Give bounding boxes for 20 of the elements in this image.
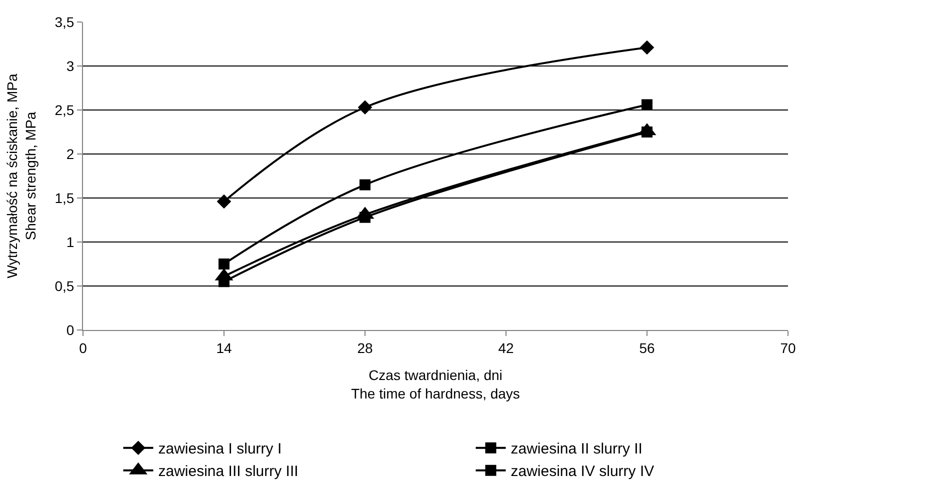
y-tick-label: 1	[66, 234, 74, 250]
x-tick-label: 56	[639, 340, 655, 356]
x-axis-title: Czas twardnienia, dni The time of hardness, days	[351, 367, 520, 402]
y-tick-label: 2,5	[54, 102, 74, 118]
x-tick-label: 70	[780, 340, 796, 356]
y-tick-label: 3	[66, 58, 74, 74]
x-tick-label: 42	[498, 340, 514, 356]
x-tick-label: 0	[79, 340, 88, 356]
y-tick-label: 0,5	[54, 278, 74, 294]
legend-label: zawiesina IV slurry IV	[510, 463, 654, 480]
y-axis-title: Wytrzymałość na ściskanie, MPa Shear strength, MPa	[4, 74, 38, 278]
y-tick-label: 2	[66, 146, 74, 162]
y-tick-label: 0	[66, 322, 74, 338]
y-tick-label: 3,5	[54, 14, 74, 30]
x-tick-label: 28	[357, 340, 373, 356]
legend-label: zawiesina I slurry I	[158, 440, 282, 458]
y-tick-label: 1,5	[54, 190, 74, 206]
legend-label: zawiesina III slurry III	[158, 463, 298, 480]
legend-label: zawiesina II slurry II	[510, 440, 642, 458]
x-tick-label: 14	[216, 340, 232, 356]
